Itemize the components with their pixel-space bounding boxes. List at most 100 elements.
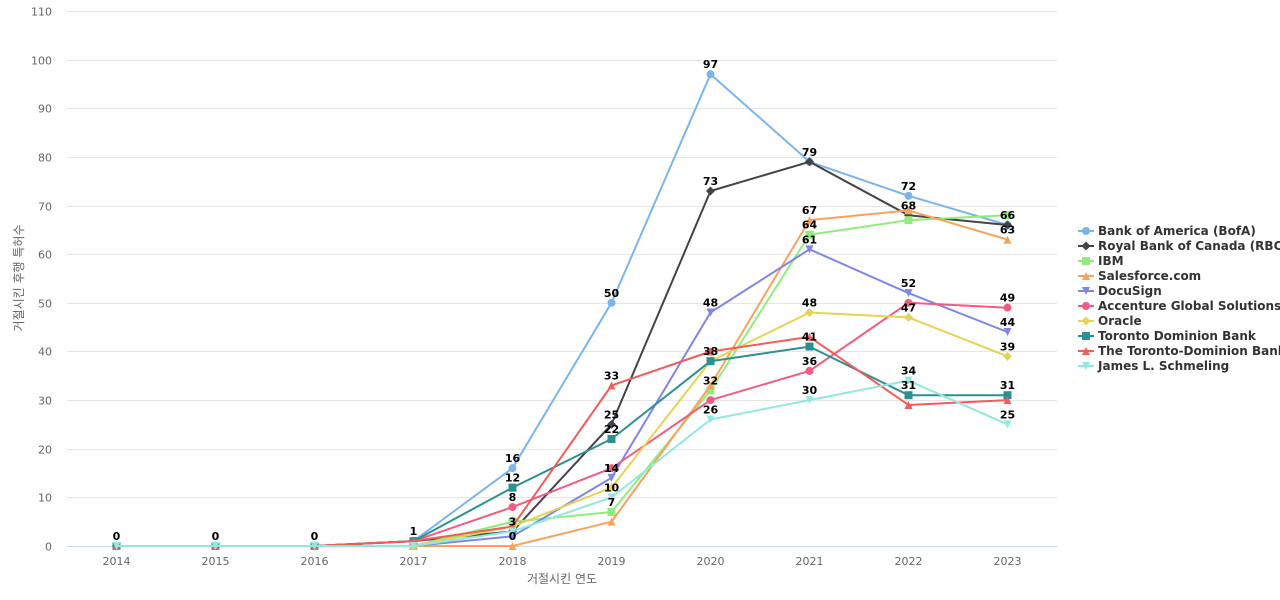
x-tick-label: 2020 xyxy=(697,555,725,568)
data-point xyxy=(607,507,616,516)
data-label: 66 xyxy=(1000,209,1016,222)
data-label: 30 xyxy=(802,384,818,397)
series-5 xyxy=(112,298,1012,550)
data-label: 34 xyxy=(901,365,917,378)
data-point xyxy=(904,216,913,225)
data-point xyxy=(1082,257,1090,265)
series-line xyxy=(116,301,1008,547)
series-line xyxy=(116,248,1008,547)
legend-label: Salesforce.com xyxy=(1098,269,1201,283)
data-point xyxy=(1082,287,1090,295)
data-label: 0 xyxy=(113,530,121,543)
data-label: 68 xyxy=(901,199,916,212)
data-label: 36 xyxy=(802,355,818,368)
data-label: 8 xyxy=(509,491,517,504)
legend-label: Oracle xyxy=(1098,314,1142,328)
x-tick-label: 2016 xyxy=(301,555,329,568)
grid-lines xyxy=(67,11,1057,498)
data-point xyxy=(1003,396,1012,405)
data-label: 44 xyxy=(1000,316,1016,329)
y-tick-label: 60 xyxy=(38,249,52,262)
data-point xyxy=(607,381,616,390)
legend-item[interactable]: Oracle xyxy=(1078,314,1142,328)
y-tick-label: 80 xyxy=(38,152,52,165)
legend-item[interactable]: Royal Bank of Canada (RBC) xyxy=(1078,239,1280,253)
data-label: 7 xyxy=(608,496,616,509)
series-line xyxy=(116,311,1008,547)
data-point xyxy=(1003,235,1012,244)
data-label: 38 xyxy=(703,345,718,358)
data-point xyxy=(706,308,715,317)
x-tick-label: 2017 xyxy=(400,555,428,568)
data-labels: 0 0 0 1 16 50 97 79 72 3 25 73 68 66 7 32 64 0 67 63 14 48 61 5… xyxy=(113,58,1016,543)
series-7 xyxy=(112,342,1012,550)
x-axis-title: 거절시킨 연도 xyxy=(527,572,597,586)
y-axis-ticks: 0 10 20 30 40 50 60 70 80 90 100 110 xyxy=(31,6,52,554)
data-point xyxy=(1003,351,1012,361)
data-point xyxy=(1003,391,1012,400)
legend-item[interactable]: James L. Schmeling xyxy=(1078,359,1229,373)
data-point xyxy=(904,289,913,298)
data-label: 48 xyxy=(802,297,817,310)
data-point xyxy=(607,435,616,443)
data-point xyxy=(904,298,913,307)
data-label: 67 xyxy=(802,204,817,217)
data-label: 25 xyxy=(1000,408,1015,421)
legend-item[interactable]: IBM xyxy=(1078,254,1124,268)
data-point xyxy=(508,532,517,541)
x-tick-label: 2022 xyxy=(895,555,923,568)
data-point xyxy=(805,332,814,341)
x-tick-label: 2015 xyxy=(202,555,230,568)
data-point xyxy=(904,312,913,322)
series-line xyxy=(116,73,1008,547)
legend-item[interactable]: Salesforce.com xyxy=(1078,269,1201,283)
y-tick-label: 20 xyxy=(38,444,52,457)
x-tick-label: 2018 xyxy=(499,555,527,568)
y-tick-label: 40 xyxy=(38,346,52,359)
x-tick-label: 2021 xyxy=(796,555,824,568)
data-point xyxy=(1081,316,1091,326)
data-point xyxy=(904,206,913,215)
data-point xyxy=(607,493,616,502)
data-point xyxy=(706,70,715,79)
data-label: 52 xyxy=(901,277,916,290)
data-point xyxy=(805,342,814,351)
legend-item[interactable]: Toronto Dominion Bank xyxy=(1078,329,1257,343)
legend-item[interactable]: The Toronto-Dominion Bank xyxy=(1078,344,1280,358)
data-point xyxy=(310,542,319,550)
data-point xyxy=(805,396,814,405)
legend: Bank of America (BofA)Royal Bank of Cana… xyxy=(1078,224,1280,373)
legend-label: Toronto Dominion Bank xyxy=(1098,329,1257,343)
data-point xyxy=(805,157,814,167)
data-label: 10 xyxy=(604,481,620,494)
data-label: 41 xyxy=(802,331,817,344)
legend-label: Bank of America (BofA) xyxy=(1098,224,1256,238)
y-tick-label: 110 xyxy=(31,6,52,19)
data-point xyxy=(805,308,814,318)
data-point xyxy=(706,415,715,424)
data-point xyxy=(508,503,517,512)
data-point xyxy=(706,381,715,390)
data-point xyxy=(706,386,715,395)
data-point xyxy=(805,216,814,225)
legend-label: Accenture Global Solutions xyxy=(1098,299,1280,313)
data-label: 49 xyxy=(1000,292,1015,305)
data-point xyxy=(607,298,616,307)
data-point xyxy=(1003,420,1012,429)
data-label: 79 xyxy=(802,146,817,159)
data-point xyxy=(1082,347,1090,355)
data-point xyxy=(1003,220,1012,230)
data-label: 14 xyxy=(604,462,620,475)
y-tick-label: 0 xyxy=(45,541,52,554)
y-tick-label: 30 xyxy=(38,395,52,408)
legend-item[interactable]: Bank of America (BofA) xyxy=(1078,224,1256,238)
y-tick-label: 90 xyxy=(38,103,52,116)
legend-item[interactable]: Accenture Global Solutions xyxy=(1078,299,1280,313)
legend-label: DocuSign xyxy=(1098,284,1162,298)
data-point xyxy=(1082,272,1090,280)
data-point xyxy=(508,483,517,492)
data-point xyxy=(805,245,814,254)
data-point xyxy=(1082,302,1090,310)
data-point xyxy=(706,396,715,405)
legend-item[interactable]: DocuSign xyxy=(1078,284,1162,298)
